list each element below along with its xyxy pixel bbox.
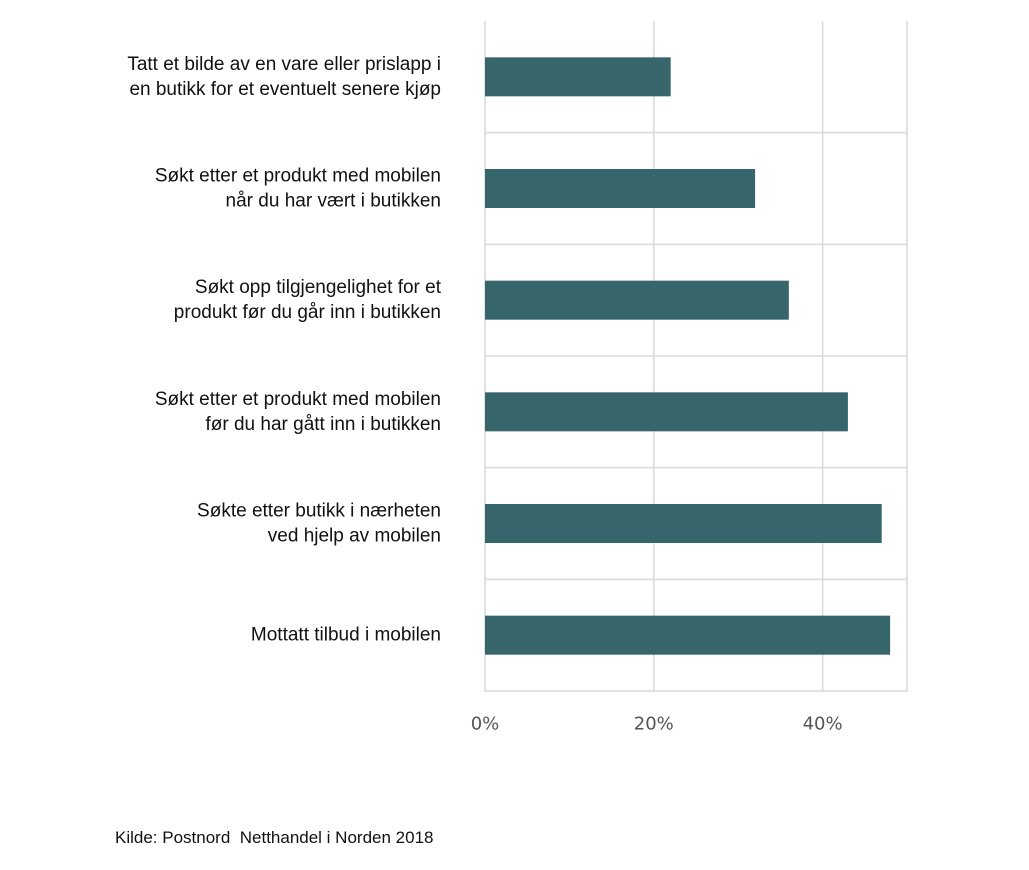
bar-0	[485, 57, 671, 97]
category-label-2-line-0: Søkt opp tilgjengelighet for et	[195, 277, 442, 298]
category-label-5-line-0: Mottatt tilbud i mobilen	[251, 625, 441, 646]
source-note: Kilde: Postnord Netthandel i Norden 2018	[115, 828, 434, 847]
x-axis-ticks: 0% 20% 40%	[471, 714, 843, 735]
bars	[485, 57, 891, 655]
category-label-4: Søkte etter butikk i nærheten ved hjelp a…	[197, 501, 441, 547]
category-label-4-line-1: ved hjelp av mobilen	[268, 526, 441, 547]
category-label-1: Søkt etter et produkt med mobilen når du …	[155, 166, 441, 212]
category-label-2-line-1: produkt før du går inn i butikken	[174, 302, 441, 323]
x-tick-label-0: 0%	[471, 714, 500, 735]
x-tick-label-2: 40%	[803, 714, 843, 735]
x-tick-label-1: 20%	[634, 714, 674, 735]
category-label-0-line-0: Tatt et bilde av en vare eller prislapp …	[127, 54, 441, 75]
category-label-2: Søkt opp tilgjengelighet for et produkt f…	[174, 277, 442, 323]
grid-lines	[484, 21, 908, 692]
category-label-1-line-0: Søkt etter et produkt med mobilen	[155, 166, 441, 187]
category-label-4-line-0: Søkte etter butikk i nærheten	[197, 501, 441, 522]
bar-3	[485, 392, 848, 432]
category-label-3: Søkt etter et produkt med mobilen før du …	[155, 389, 441, 435]
category-labels: Tatt et bilde av en vare eller prislapp …	[127, 54, 441, 646]
bar-5	[485, 615, 891, 655]
category-label-5: Mottatt tilbud i mobilen	[251, 625, 441, 646]
category-label-0: Tatt et bilde av en vare eller prislapp …	[127, 54, 441, 100]
category-label-3-line-1: før du har gått inn i butikken	[205, 414, 441, 435]
bar-2	[485, 280, 789, 320]
bar-1	[485, 169, 756, 208]
category-label-0-line-1: en butikk for et eventuelt senere kjøp	[129, 79, 441, 100]
bar-4	[485, 504, 882, 543]
category-label-1-line-1: når du har vært i butikken	[226, 191, 441, 212]
category-label-3-line-0: Søkt etter et produkt med mobilen	[155, 389, 441, 410]
